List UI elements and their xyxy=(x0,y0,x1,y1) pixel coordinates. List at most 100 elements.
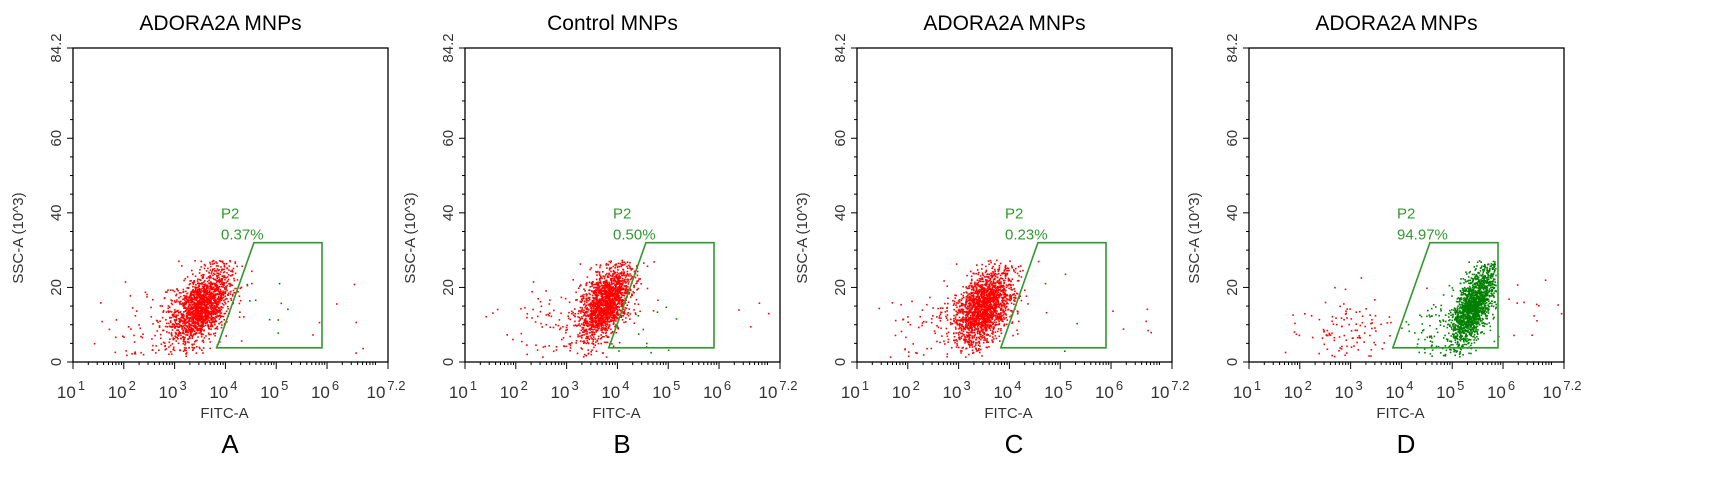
scatter-point xyxy=(750,326,752,328)
scatter-point xyxy=(540,301,542,303)
scatter-point xyxy=(592,318,594,320)
scatter-point xyxy=(212,309,214,311)
scatter-point xyxy=(1015,268,1017,270)
scatter-point xyxy=(178,297,180,299)
scatter-point xyxy=(596,272,598,274)
scatter-point xyxy=(228,274,230,276)
scatter-point xyxy=(602,308,604,310)
scatter-point xyxy=(591,267,593,269)
scatter-point xyxy=(589,314,591,316)
scatter-point xyxy=(996,306,998,308)
scatter-point xyxy=(178,261,180,263)
scatter-point xyxy=(586,295,588,297)
scatter-point xyxy=(180,311,182,313)
scatter-point xyxy=(609,317,611,319)
scatter-point xyxy=(167,326,169,328)
scatter-point xyxy=(185,341,187,343)
scatter-point xyxy=(251,271,253,273)
scatter-point xyxy=(589,294,591,296)
scatter-point xyxy=(599,299,601,301)
scatter-point xyxy=(197,330,199,332)
scatter-point xyxy=(220,295,222,297)
scatter-point xyxy=(196,340,198,342)
scatter-point xyxy=(172,290,174,292)
scatter-point xyxy=(622,280,624,282)
scatter-point xyxy=(176,319,178,321)
scatter-point xyxy=(185,304,187,306)
scatter-point xyxy=(210,334,212,336)
scatter-point xyxy=(354,284,356,286)
scatter-point xyxy=(616,314,618,316)
scatter-point xyxy=(599,267,601,269)
scatter-point xyxy=(600,310,602,312)
scatter-point xyxy=(160,334,162,336)
chart-title: Control MNPs xyxy=(547,12,678,35)
scatter-point xyxy=(205,300,207,302)
scatter-point xyxy=(600,265,602,267)
scatter-point xyxy=(101,321,103,323)
scatter-point xyxy=(994,305,996,307)
scatter-point xyxy=(617,311,619,313)
scatter-point xyxy=(239,316,241,318)
scatter-point xyxy=(628,275,630,277)
scatter-point xyxy=(192,299,194,301)
scatter-point xyxy=(581,337,583,339)
scatter-point xyxy=(598,336,600,338)
scatter-point xyxy=(619,283,621,285)
scatter-point xyxy=(589,339,591,341)
scatter-point xyxy=(130,295,132,297)
scatter-point xyxy=(205,283,207,285)
scatter-point xyxy=(592,295,594,297)
scatter-point xyxy=(222,290,224,292)
scatter-point xyxy=(636,282,638,284)
scatter-point xyxy=(126,355,128,357)
scatter-point xyxy=(223,304,225,306)
scatter-point xyxy=(603,322,605,324)
scatter-point xyxy=(188,306,190,308)
scatter-point xyxy=(946,328,948,330)
scatter-point xyxy=(966,339,968,341)
scatter-point xyxy=(615,284,617,286)
scatter-point xyxy=(207,307,209,309)
scatter-point xyxy=(537,316,539,318)
scatter-point xyxy=(606,310,608,312)
scatter-point xyxy=(188,347,190,349)
scatter-point xyxy=(197,318,199,320)
scatter-point xyxy=(180,292,182,294)
scatter-point xyxy=(241,266,243,268)
scatter-point xyxy=(226,290,228,292)
scatter-point xyxy=(589,324,591,326)
scatter-point xyxy=(606,316,608,318)
scatter-point xyxy=(172,349,174,351)
x-tick-exponent: 6 xyxy=(332,378,339,393)
scatter-point xyxy=(210,322,212,324)
scatter-point xyxy=(208,338,210,340)
scatter-point xyxy=(633,292,635,294)
scatter-point xyxy=(603,311,605,313)
scatter-point xyxy=(122,336,124,338)
scatter-point xyxy=(597,305,599,307)
scatter-point xyxy=(609,269,611,271)
scatter-point xyxy=(589,269,591,271)
scatter-point xyxy=(1005,296,1007,298)
scatter-point xyxy=(568,312,570,314)
scatter-point xyxy=(159,320,161,322)
scatter-point xyxy=(966,332,968,334)
scatter-point xyxy=(162,330,164,332)
x-tick-exponent: 7.2 xyxy=(387,378,405,393)
scatter-point xyxy=(170,320,172,322)
y-tick-label: 0 xyxy=(48,358,65,366)
scatter-point xyxy=(585,333,587,335)
scatter-point xyxy=(195,322,197,324)
scatter-point xyxy=(604,342,606,344)
scatter-point xyxy=(228,269,230,271)
scatter-point xyxy=(611,299,613,301)
scatter-point xyxy=(618,287,620,289)
scatter-point xyxy=(186,352,188,354)
scatter-point xyxy=(222,303,224,305)
scatter-point xyxy=(185,334,187,336)
y-axis-label: SSC-A (10^3) xyxy=(402,192,419,283)
scatter-point xyxy=(596,293,598,295)
